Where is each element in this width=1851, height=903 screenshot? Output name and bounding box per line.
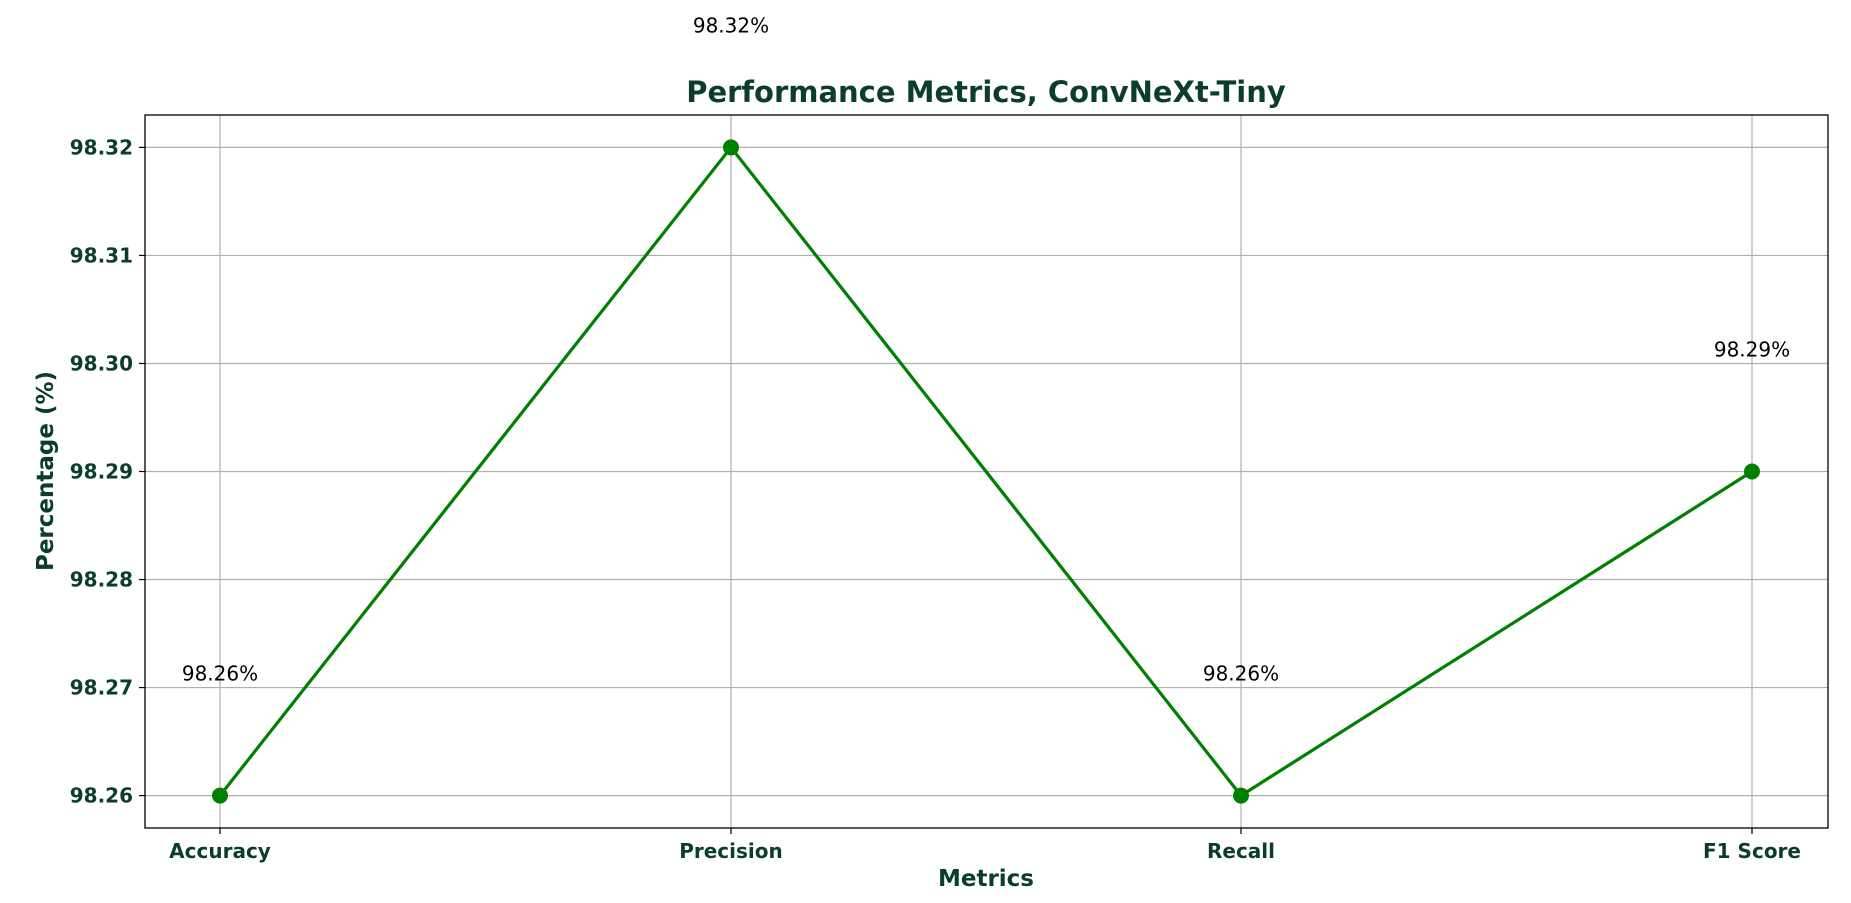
data-label: 98.26% [1203, 662, 1279, 686]
y-tick-label: 98.29 [70, 460, 133, 484]
data-label: 98.32% [693, 13, 769, 37]
y-tick-label: 98.30 [70, 351, 133, 375]
y-tick-label: 98.26 [70, 784, 133, 808]
y-tick-label: 98.31 [70, 243, 133, 267]
data-label: 98.29% [1714, 338, 1790, 362]
data-label: 98.26% [182, 662, 258, 686]
data-point [723, 139, 739, 156]
y-axis-label: Percentage (%) [33, 371, 59, 571]
y-tick-label: 98.27 [70, 676, 133, 700]
plot-frame [144, 114, 1829, 829]
x-tick-label: F1 Score [1703, 839, 1801, 863]
data-point [212, 787, 228, 804]
x-tick-label: Recall [1207, 839, 1275, 863]
data-point [1233, 787, 1249, 804]
x-axis-label: Metrics [938, 866, 1034, 892]
data-point [1744, 463, 1760, 480]
chart-title: Performance Metrics, ConvNeXt-Tiny [686, 75, 1286, 109]
x-tick-label: Precision [679, 839, 783, 863]
series-line [218, 144, 1753, 798]
grid [139, 115, 1828, 834]
y-tick-label: 98.28 [70, 568, 133, 592]
y-tick-label: 98.32 [70, 135, 133, 159]
series-layer [212, 139, 1760, 804]
label-layer: Accuracy Precision Recall F1 Score 98.26 98.2… [70, 13, 1801, 863]
x-tick-label: Accuracy [169, 839, 271, 863]
